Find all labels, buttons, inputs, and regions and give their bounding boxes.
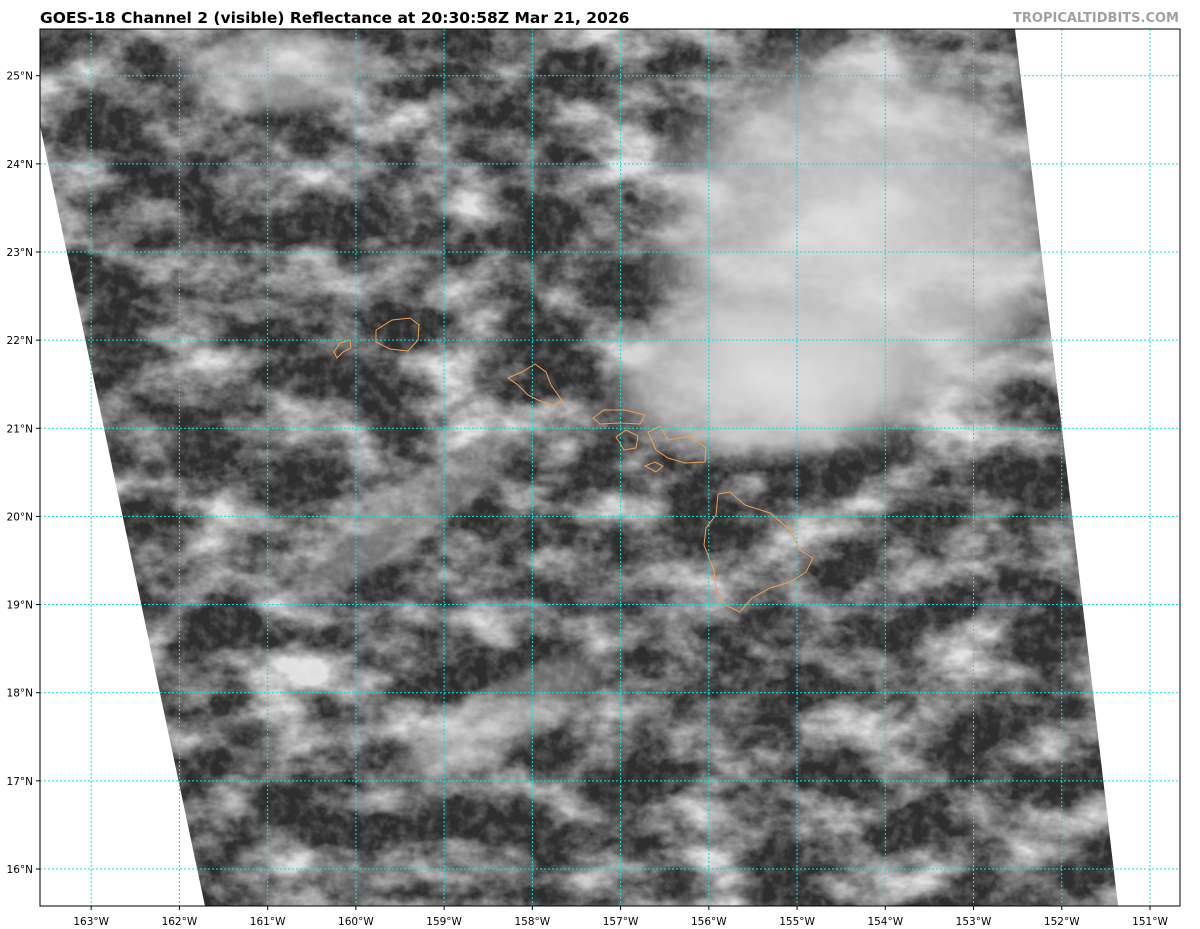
longitude-label: 155°W: [779, 916, 815, 928]
latitude-label: 18°N: [7, 688, 33, 700]
latitude-label: 19°N: [7, 600, 33, 612]
latitude-label: 22°N: [7, 335, 33, 347]
axes: 25°N 24°N 23°N 22°N 21°N 20°N 19°N 18°N 17°N 16°N…: [7, 71, 1169, 928]
longitude-label: 153°W: [956, 916, 992, 928]
island-maui: [647, 425, 707, 464]
longitude-label: 152°W: [1044, 916, 1080, 928]
island-niihau: [333, 339, 352, 359]
cloud-deck: [590, 290, 930, 470]
latitude-label: 25°N: [7, 71, 33, 83]
latitude-label: 23°N: [7, 247, 33, 259]
map-title: GOES-18 Channel 2 (visible) Reflectance …: [40, 9, 630, 27]
longitude-label: 154°W: [867, 916, 903, 928]
imagery-layer: [40, 29, 1180, 906]
credit-watermark: TROPICALTIDBITS.COM: [1013, 11, 1179, 26]
island-hawaii: [703, 491, 814, 613]
longitude-label: 161°W: [250, 916, 286, 928]
longitude-label: 163°W: [73, 916, 109, 928]
latitude-label: 20°N: [7, 511, 33, 523]
longitude-label: 158°W: [515, 916, 551, 928]
longitude-label: 162°W: [162, 916, 198, 928]
cloud-band: [267, 423, 533, 617]
cloud-band: [377, 641, 623, 799]
island-molokai: [592, 409, 646, 425]
latitude-label: 21°N: [7, 423, 33, 435]
latitude-label: 24°N: [7, 159, 33, 171]
longitude-label: 151°W: [1132, 916, 1168, 928]
longitude-label: 156°W: [691, 916, 727, 928]
graticule: [40, 29, 1180, 906]
island-kahoolawe: [643, 461, 664, 473]
latitude-label: 16°N: [7, 864, 33, 876]
island-lanai: [615, 429, 639, 451]
plot-frame: [39, 28, 1181, 907]
island-oahu: [506, 363, 564, 406]
longitude-label: 157°W: [603, 916, 639, 928]
cloud-deck: [160, 29, 400, 120]
longitude-label: 160°W: [338, 916, 374, 928]
latitude-label: 17°N: [7, 776, 33, 788]
longitude-label: 159°W: [426, 916, 462, 928]
